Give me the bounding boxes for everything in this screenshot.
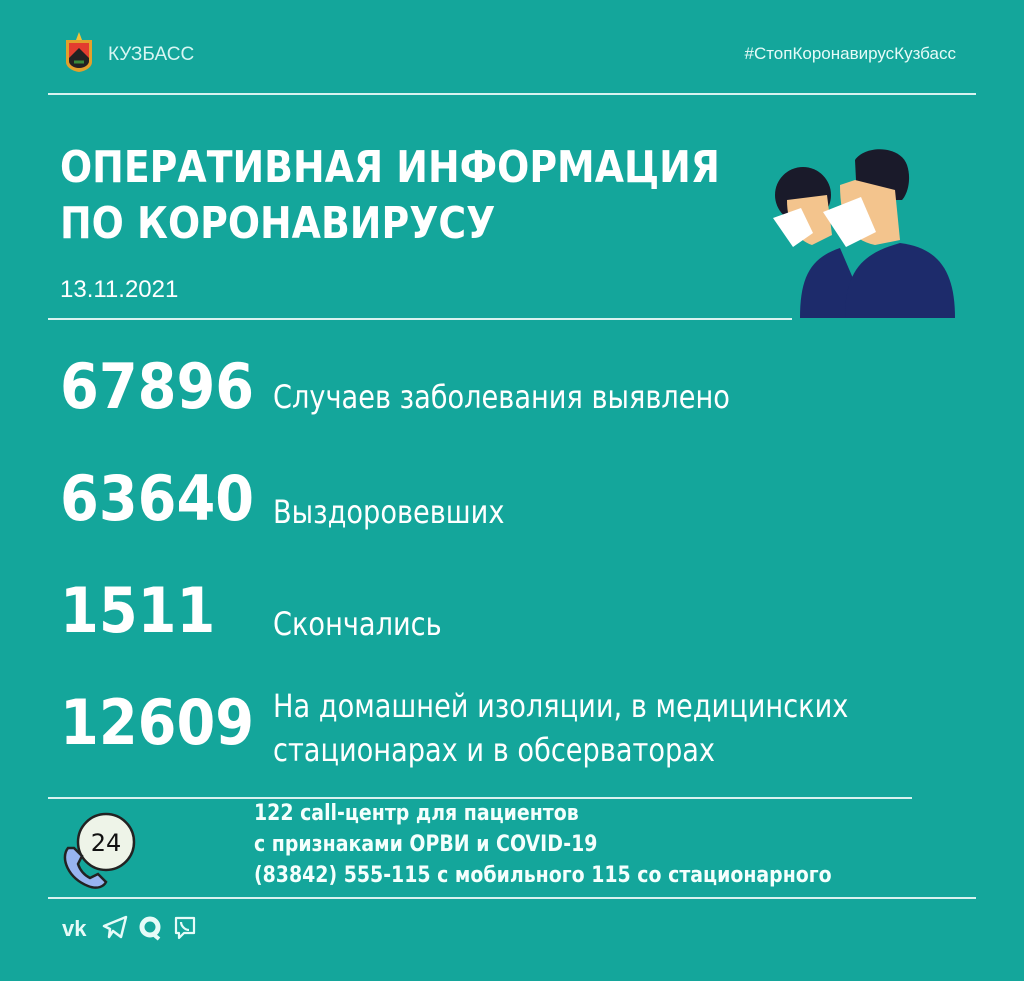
masked-people-illustration xyxy=(765,140,960,318)
telegram-icon[interactable] xyxy=(102,914,128,946)
cases-count: 67896 xyxy=(60,350,255,423)
report-date: 13.11.2021 xyxy=(60,276,179,303)
divider xyxy=(48,897,976,899)
isolation-count: 12609 xyxy=(60,686,255,759)
page-title: ОПЕРАТИВНАЯ ИНФОРМАЦИЯ ПО КОРОНАВИРУСУ xyxy=(60,142,720,249)
divider xyxy=(48,797,912,799)
brand-name: КУЗБАСС xyxy=(108,44,195,65)
phone-24h-icon: 24 xyxy=(60,808,142,890)
divider xyxy=(48,93,976,95)
kuzbass-coat-of-arms-logo xyxy=(64,32,94,72)
ok-icon[interactable] xyxy=(137,915,163,947)
divider xyxy=(48,318,792,320)
recovered-count: 63640 xyxy=(60,462,255,535)
isolation-label: На домашней изоляции, в медицинских стаци… xyxy=(273,687,849,769)
svg-text:24: 24 xyxy=(91,829,122,857)
hashtag: #СтопКоронавирусКузбасс xyxy=(744,44,956,63)
cases-label: Случаев заболевания выявлено xyxy=(273,378,730,416)
vk-icon[interactable]: vk xyxy=(62,916,87,941)
deaths-count: 1511 xyxy=(60,574,216,647)
call-center-info: 122 call-центр для пациентов с признаками… xyxy=(254,801,832,888)
viber-icon[interactable] xyxy=(172,914,198,948)
recovered-label: Выздоровевших xyxy=(273,493,505,531)
deaths-label: Скончались xyxy=(273,605,442,643)
